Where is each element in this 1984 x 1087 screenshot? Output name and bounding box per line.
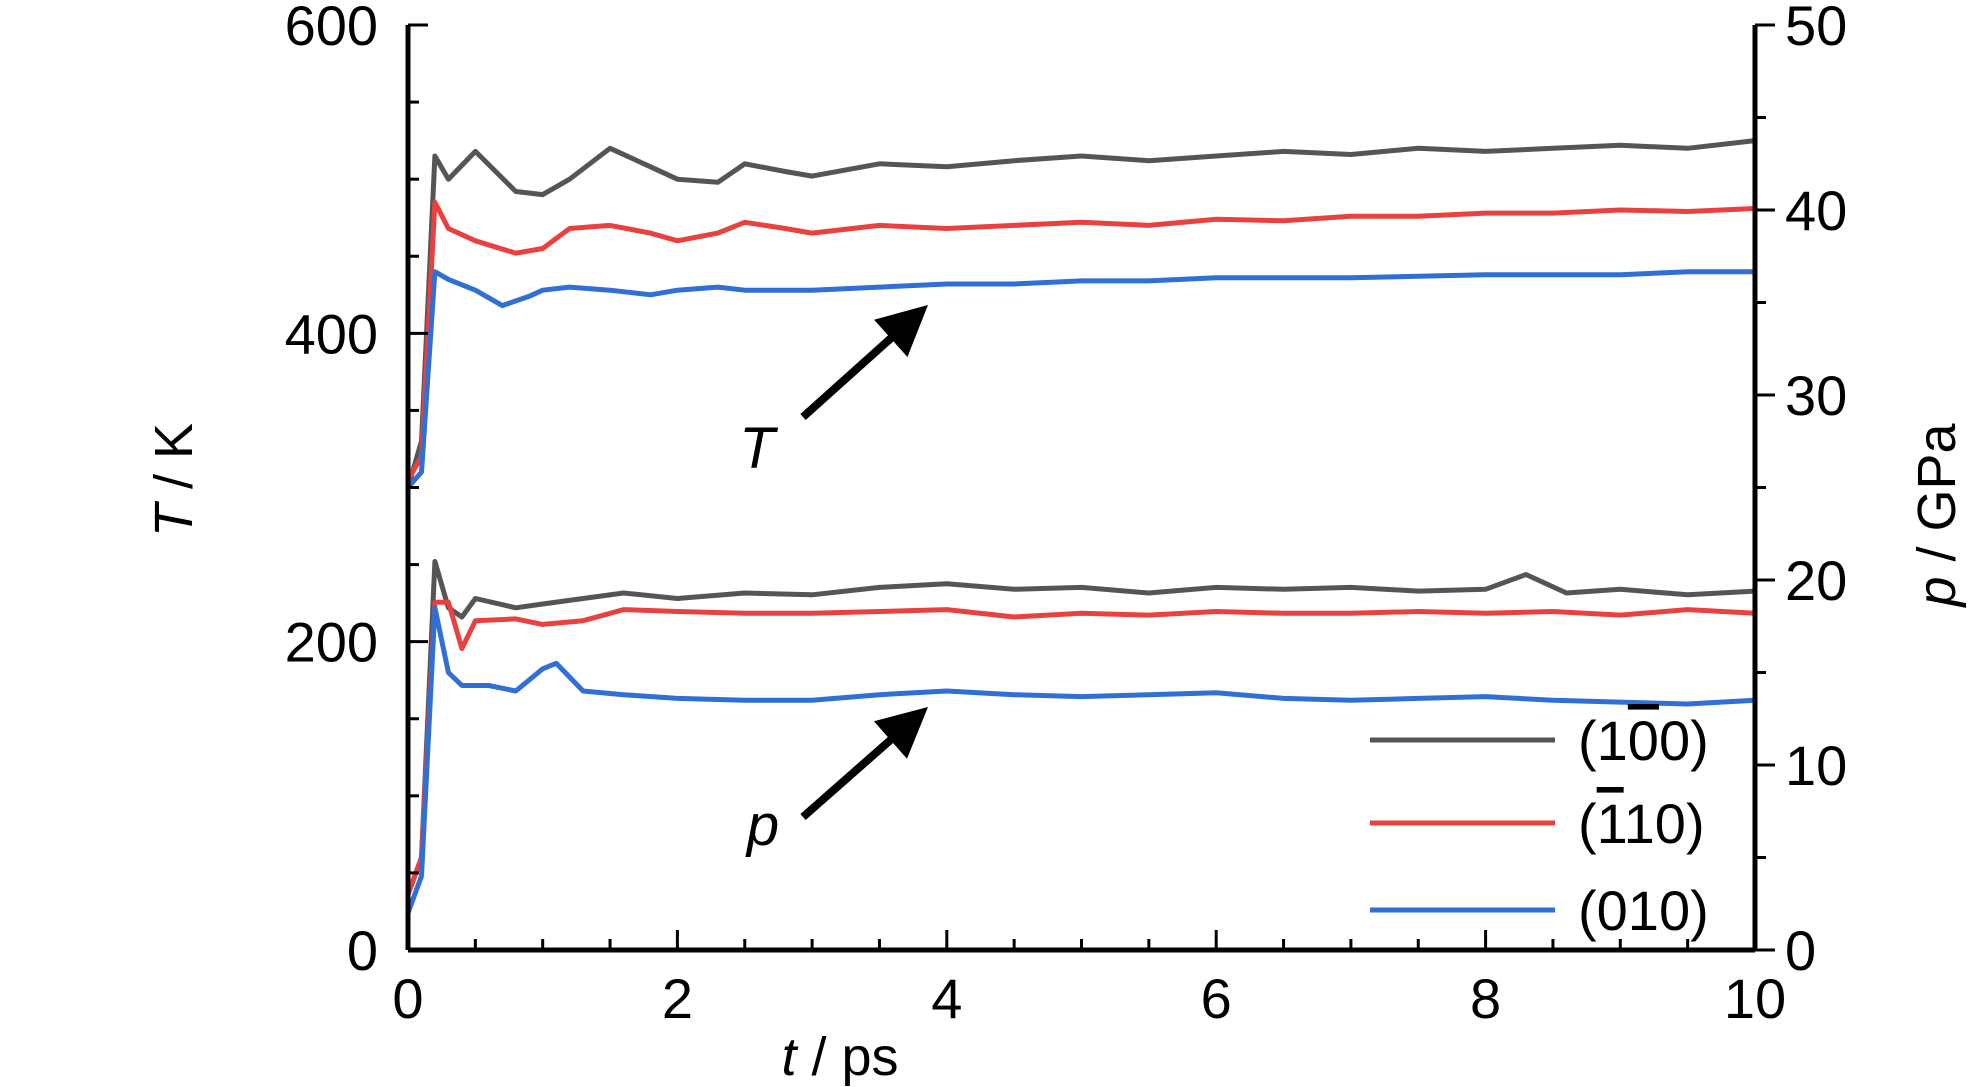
right-y-tick-label: 0 xyxy=(1785,919,1816,982)
annotation-T: T xyxy=(739,416,778,481)
legend-label-0: (100) xyxy=(1578,709,1709,772)
arrow-p-head xyxy=(873,707,928,759)
right-y-tick-label: 30 xyxy=(1785,364,1847,427)
legend-label-2: (010) xyxy=(1578,879,1709,942)
series-line-p-0 xyxy=(405,559,1756,896)
x-tick-label: 8 xyxy=(1470,967,1501,1030)
right-y-tick-label: 50 xyxy=(1785,0,1847,57)
x-tick-label: 6 xyxy=(1201,967,1232,1030)
arrow-T-head xyxy=(874,305,928,357)
series-line-p-1 xyxy=(405,599,1756,896)
left-y-tick-label: 400 xyxy=(285,302,378,365)
left-y-tick-label: 200 xyxy=(285,611,378,674)
legend: (100) (110) (010) xyxy=(1370,709,1709,942)
left-y-tick-label: 0 xyxy=(347,919,378,982)
right-y-tick-label: 20 xyxy=(1785,549,1847,612)
x-tick-label: 10 xyxy=(1724,967,1786,1030)
legend-label-1: (110) xyxy=(1578,792,1705,855)
x-tick-label: 4 xyxy=(931,967,962,1030)
left-y-axis-label: T / K xyxy=(144,423,204,537)
series-line-p-2 xyxy=(405,605,1756,914)
left-y-tick-label: 600 xyxy=(285,0,378,57)
x-tick-label: 2 xyxy=(662,967,693,1030)
axis-labels: t / ps T / K p / GPa xyxy=(144,422,1967,1087)
right-y-axis-label: p / GPa xyxy=(1907,422,1967,608)
annotation-p: p xyxy=(745,793,779,858)
series-line-T-1 xyxy=(405,199,1756,482)
x-tick-label: 0 xyxy=(392,967,423,1030)
series-line-T-2 xyxy=(406,269,1755,490)
series-line-T-0 xyxy=(405,138,1756,489)
annotation-layer: Tp xyxy=(739,305,928,858)
right-y-tick-label: 40 xyxy=(1785,179,1847,242)
series-layer xyxy=(405,138,1756,914)
x-axis-label: t / ps xyxy=(781,1027,898,1087)
right-y-tick-label: 10 xyxy=(1785,734,1847,797)
